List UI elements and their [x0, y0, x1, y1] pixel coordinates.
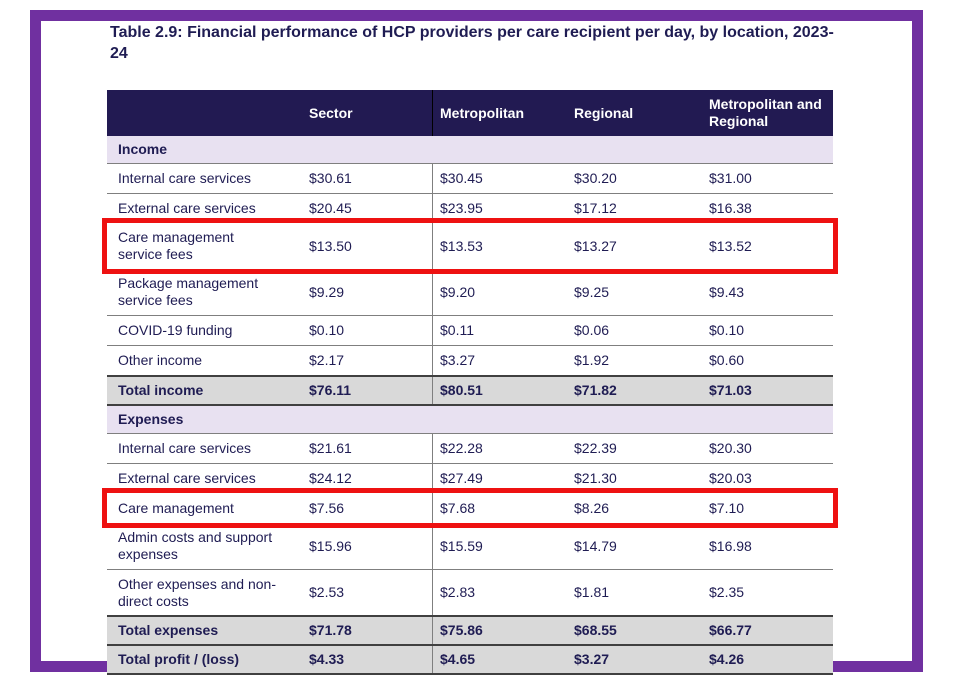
row-label: COVID-19 funding — [118, 322, 233, 338]
value-sector: $2.17 — [309, 352, 345, 368]
section-row-income: Income — [107, 136, 833, 163]
table-row-internal-care-services-income: Internal care services $30.61 $30.45 $30… — [107, 163, 833, 193]
row-label: Other income — [118, 352, 203, 368]
value-sector: $30.61 — [309, 170, 352, 186]
value-metropolitan-and-regional: $2.35 — [709, 584, 745, 600]
value-metropolitan-and-regional: $20.03 — [709, 470, 752, 486]
value-sector: $76.11 — [309, 382, 352, 398]
total-label: Total expenses — [118, 622, 219, 638]
value-sector: $0.10 — [309, 322, 345, 338]
table-row-external-care-services-income: External care services $20.45 $23.95 $17… — [107, 193, 833, 223]
value-metropolitan-and-regional: $16.38 — [709, 200, 752, 216]
value-sector: $20.45 — [309, 200, 352, 216]
value-metropolitan: $13.53 — [432, 223, 567, 269]
header-cell-blank — [107, 90, 302, 136]
table-row-other-income: Other income $2.17 $3.27 $1.92 $0.60 — [107, 345, 833, 375]
highlighted-row-care-management-service-fees: Care management service fees $13.50 $13.… — [107, 223, 833, 269]
value-metropolitan-and-regional: $0.60 — [709, 352, 745, 368]
value-metropolitan: $30.45 — [432, 164, 567, 193]
section-label: Income — [118, 141, 168, 157]
value-regional: $71.82 — [574, 382, 617, 398]
value-regional: $14.79 — [574, 537, 617, 554]
value-metropolitan-and-regional: $13.52 — [709, 237, 752, 254]
value-regional: $30.20 — [574, 170, 617, 186]
header-cell-sector: Sector — [309, 104, 353, 121]
value-regional: $21.30 — [574, 470, 617, 486]
value-regional: $9.25 — [574, 283, 610, 300]
value-metropolitan-and-regional: $7.10 — [709, 499, 745, 516]
header-cell-metropolitan-and-regional: Metropolitan and Regional — [709, 96, 822, 129]
total-label: Total profit / (loss) — [118, 651, 240, 667]
value-regional: $13.27 — [574, 237, 617, 254]
highlighted-row-care-management: Care management $7.56 $7.68 $8.26 $7.10 — [107, 493, 833, 523]
value-regional: $1.81 — [574, 584, 610, 600]
value-metropolitan: $2.83 — [432, 570, 567, 615]
content-area: Table 2.9: Financial performance of HCP … — [110, 22, 850, 64]
table-row-external-care-services-expenses: External care services $24.12 $27.49 $21… — [107, 463, 833, 493]
value-metropolitan: $7.68 — [432, 493, 567, 523]
table-row-internal-care-services-expenses: Internal care services $21.61 $22.28 $22… — [107, 433, 833, 463]
financial-performance-table: Sector Metropolitan Regional Metropolita… — [107, 90, 833, 675]
value-sector: $71.78 — [309, 622, 352, 638]
row-label: Care management — [118, 499, 234, 516]
row-label: Care management service fees — [118, 229, 234, 262]
value-metropolitan-and-regional: $71.03 — [709, 382, 752, 398]
value-sector: $2.53 — [309, 584, 345, 600]
table-header-row: Sector Metropolitan Regional Metropolita… — [107, 90, 833, 136]
header-cell-metropolitan: Metropolitan — [432, 90, 567, 136]
section-label: Expenses — [118, 411, 184, 427]
value-metropolitan: $80.51 — [432, 377, 567, 404]
value-sector: $4.33 — [309, 651, 345, 667]
total-label: Total income — [118, 382, 204, 398]
value-sector: $7.56 — [309, 499, 345, 516]
value-regional: $0.06 — [574, 322, 610, 338]
row-label: Admin costs and support expenses — [118, 529, 273, 562]
value-sector: $21.61 — [309, 440, 352, 456]
value-metropolitan: $9.20 — [432, 269, 567, 315]
value-metropolitan-and-regional: $0.10 — [709, 322, 745, 338]
header-cell-regional: Regional — [574, 104, 634, 121]
value-metropolitan-and-regional: $9.43 — [709, 283, 745, 300]
total-row-expenses: Total expenses $71.78 $75.86 $68.55 $66.… — [107, 615, 833, 646]
section-row-expenses: Expenses — [107, 406, 833, 433]
row-label: Other expenses and non-direct costs — [118, 575, 276, 609]
value-regional: $68.55 — [574, 622, 617, 638]
value-sector: $24.12 — [309, 470, 352, 486]
total-row-income: Total income $76.11 $80.51 $71.82 $71.03 — [107, 375, 833, 406]
value-regional: $3.27 — [574, 651, 610, 667]
value-sector: $13.50 — [309, 237, 352, 254]
value-regional: $22.39 — [574, 440, 617, 456]
row-label: External care services — [118, 200, 256, 216]
table-row-other-expenses-and-non-direct-costs: Other expenses and non-direct costs $2.5… — [107, 569, 833, 615]
value-regional: $8.26 — [574, 499, 610, 516]
table-row-package-management-service-fees: Package management service fees $9.29 $9… — [107, 269, 833, 315]
total-row-profit-loss: Total profit / (loss) $4.33 $4.65 $3.27 … — [107, 646, 833, 675]
value-metropolitan-and-regional: $16.98 — [709, 537, 752, 554]
value-metropolitan-and-regional: $20.30 — [709, 440, 752, 456]
value-metropolitan: $23.95 — [432, 194, 567, 223]
value-metropolitan-and-regional: $31.00 — [709, 170, 752, 186]
value-sector: $9.29 — [309, 283, 345, 300]
row-label: Internal care services — [118, 170, 252, 186]
value-regional: $1.92 — [574, 352, 610, 368]
value-metropolitan: $22.28 — [432, 434, 567, 463]
value-metropolitan: $0.11 — [432, 316, 567, 345]
row-label: Internal care services — [118, 440, 252, 456]
row-label: Package management service fees — [118, 275, 259, 308]
table-row-admin-costs-and-support-expenses: Admin costs and support expenses $15.96 … — [107, 523, 833, 569]
value-metropolitan-and-regional: $66.77 — [709, 622, 752, 638]
value-metropolitan: $3.27 — [432, 346, 567, 375]
value-metropolitan-and-regional: $4.26 — [709, 651, 745, 667]
table-title: Table 2.9: Financial performance of HCP … — [110, 24, 834, 62]
value-metropolitan: $15.59 — [432, 523, 567, 569]
row-label: External care services — [118, 470, 256, 486]
value-metropolitan: $75.86 — [432, 617, 567, 644]
value-sector: $15.96 — [309, 537, 352, 554]
value-metropolitan: $4.65 — [432, 646, 567, 673]
table-row-covid-19-funding: COVID-19 funding $0.10 $0.11 $0.06 $0.10 — [107, 315, 833, 345]
value-metropolitan: $27.49 — [432, 464, 567, 493]
value-regional: $17.12 — [574, 200, 617, 216]
